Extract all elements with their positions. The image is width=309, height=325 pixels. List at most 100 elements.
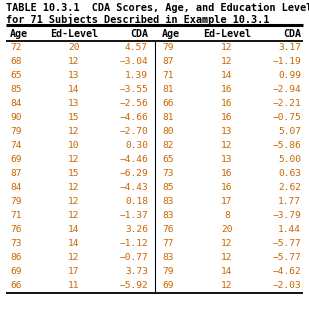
Text: 14: 14 (68, 240, 80, 249)
Text: 14: 14 (221, 72, 233, 81)
Text: 12: 12 (221, 58, 233, 67)
Text: −0.77: −0.77 (119, 254, 148, 263)
Text: 65: 65 (162, 155, 173, 164)
Text: 12: 12 (68, 254, 80, 263)
Text: 76: 76 (10, 226, 22, 235)
Text: Ed-Level: Ed-Level (204, 29, 252, 39)
Text: Age: Age (10, 29, 28, 39)
Text: 12: 12 (221, 281, 233, 291)
Text: 16: 16 (221, 184, 233, 192)
Text: −1.12: −1.12 (119, 240, 148, 249)
Text: −5.77: −5.77 (272, 240, 301, 249)
Text: 79: 79 (10, 198, 22, 206)
Text: 90: 90 (10, 113, 22, 123)
Text: 17: 17 (221, 198, 233, 206)
Text: 73: 73 (10, 240, 22, 249)
Text: 84: 84 (10, 184, 22, 192)
Text: 12: 12 (221, 141, 233, 150)
Text: −1.37: −1.37 (119, 212, 148, 220)
Text: 81: 81 (162, 113, 173, 123)
Text: 0.30: 0.30 (125, 141, 148, 150)
Text: 14: 14 (221, 267, 233, 277)
Text: 85: 85 (162, 184, 173, 192)
Text: 12: 12 (68, 198, 80, 206)
Text: −3.04: −3.04 (119, 58, 148, 67)
Text: 5.07: 5.07 (278, 127, 301, 136)
Text: 68: 68 (10, 58, 22, 67)
Text: for 71 Subjects Described in Example 10.3.1: for 71 Subjects Described in Example 10.… (6, 14, 269, 25)
Text: 12: 12 (68, 155, 80, 164)
Text: 16: 16 (221, 99, 233, 109)
Text: 14: 14 (68, 226, 80, 235)
Text: 83: 83 (162, 212, 173, 220)
Text: 66: 66 (10, 281, 22, 291)
Text: 71: 71 (10, 212, 22, 220)
Text: 87: 87 (10, 170, 22, 178)
Text: −4.43: −4.43 (119, 184, 148, 192)
Text: 86: 86 (10, 254, 22, 263)
Text: 74: 74 (10, 141, 22, 150)
Text: 12: 12 (68, 127, 80, 136)
Text: −2.70: −2.70 (119, 127, 148, 136)
Text: −3.55: −3.55 (119, 85, 148, 95)
Text: 16: 16 (221, 113, 233, 123)
Text: 66: 66 (162, 99, 173, 109)
Text: 8: 8 (224, 212, 230, 220)
Text: 80: 80 (162, 127, 173, 136)
Text: 16: 16 (221, 85, 233, 95)
Text: TABLE 10.3.1  CDA Scores, Age, and Education Level: TABLE 10.3.1 CDA Scores, Age, and Educat… (6, 3, 309, 13)
Text: 72: 72 (10, 44, 22, 53)
Text: −5.77: −5.77 (272, 254, 301, 263)
Text: 1.44: 1.44 (278, 226, 301, 235)
Text: −5.86: −5.86 (272, 141, 301, 150)
Text: 5.00: 5.00 (278, 155, 301, 164)
Text: 71: 71 (162, 72, 173, 81)
Text: 13: 13 (68, 72, 80, 81)
Text: Age: Age (162, 29, 180, 39)
Text: 1.39: 1.39 (125, 72, 148, 81)
Text: 69: 69 (10, 267, 22, 277)
Text: 13: 13 (221, 127, 233, 136)
Text: −2.94: −2.94 (272, 85, 301, 95)
Text: 79: 79 (10, 127, 22, 136)
Text: 84: 84 (10, 99, 22, 109)
Text: −4.62: −4.62 (272, 267, 301, 277)
Text: 12: 12 (68, 212, 80, 220)
Text: 14: 14 (68, 85, 80, 95)
Text: 1.77: 1.77 (278, 198, 301, 206)
Text: −4.46: −4.46 (119, 155, 148, 164)
Text: Ed-Level: Ed-Level (50, 29, 99, 39)
Text: −2.56: −2.56 (119, 99, 148, 109)
Text: −2.03: −2.03 (272, 281, 301, 291)
Text: 81: 81 (162, 85, 173, 95)
Text: 15: 15 (68, 170, 80, 178)
Text: 13: 13 (68, 99, 80, 109)
Text: 3.73: 3.73 (125, 267, 148, 277)
Text: 83: 83 (162, 254, 173, 263)
Text: 73: 73 (162, 170, 173, 178)
Text: 0.99: 0.99 (278, 72, 301, 81)
Text: 0.63: 0.63 (278, 170, 301, 178)
Text: 12: 12 (68, 184, 80, 192)
Text: 77: 77 (162, 240, 173, 249)
Text: 2.62: 2.62 (278, 184, 301, 192)
Text: 79: 79 (162, 44, 173, 53)
Text: 0.18: 0.18 (125, 198, 148, 206)
Text: 10: 10 (68, 141, 80, 150)
Text: CDA: CDA (283, 29, 301, 39)
Text: 87: 87 (162, 58, 173, 67)
Text: 65: 65 (10, 72, 22, 81)
Text: 15: 15 (68, 113, 80, 123)
Text: −0.75: −0.75 (272, 113, 301, 123)
Text: 20: 20 (221, 226, 233, 235)
Text: 4.57: 4.57 (125, 44, 148, 53)
Text: 3.26: 3.26 (125, 226, 148, 235)
Text: −4.66: −4.66 (119, 113, 148, 123)
Text: −5.92: −5.92 (119, 281, 148, 291)
Text: −1.19: −1.19 (272, 58, 301, 67)
Text: 12: 12 (221, 240, 233, 249)
Text: 12: 12 (221, 44, 233, 53)
Text: 76: 76 (162, 226, 173, 235)
Text: 69: 69 (162, 281, 173, 291)
Text: 3.17: 3.17 (278, 44, 301, 53)
